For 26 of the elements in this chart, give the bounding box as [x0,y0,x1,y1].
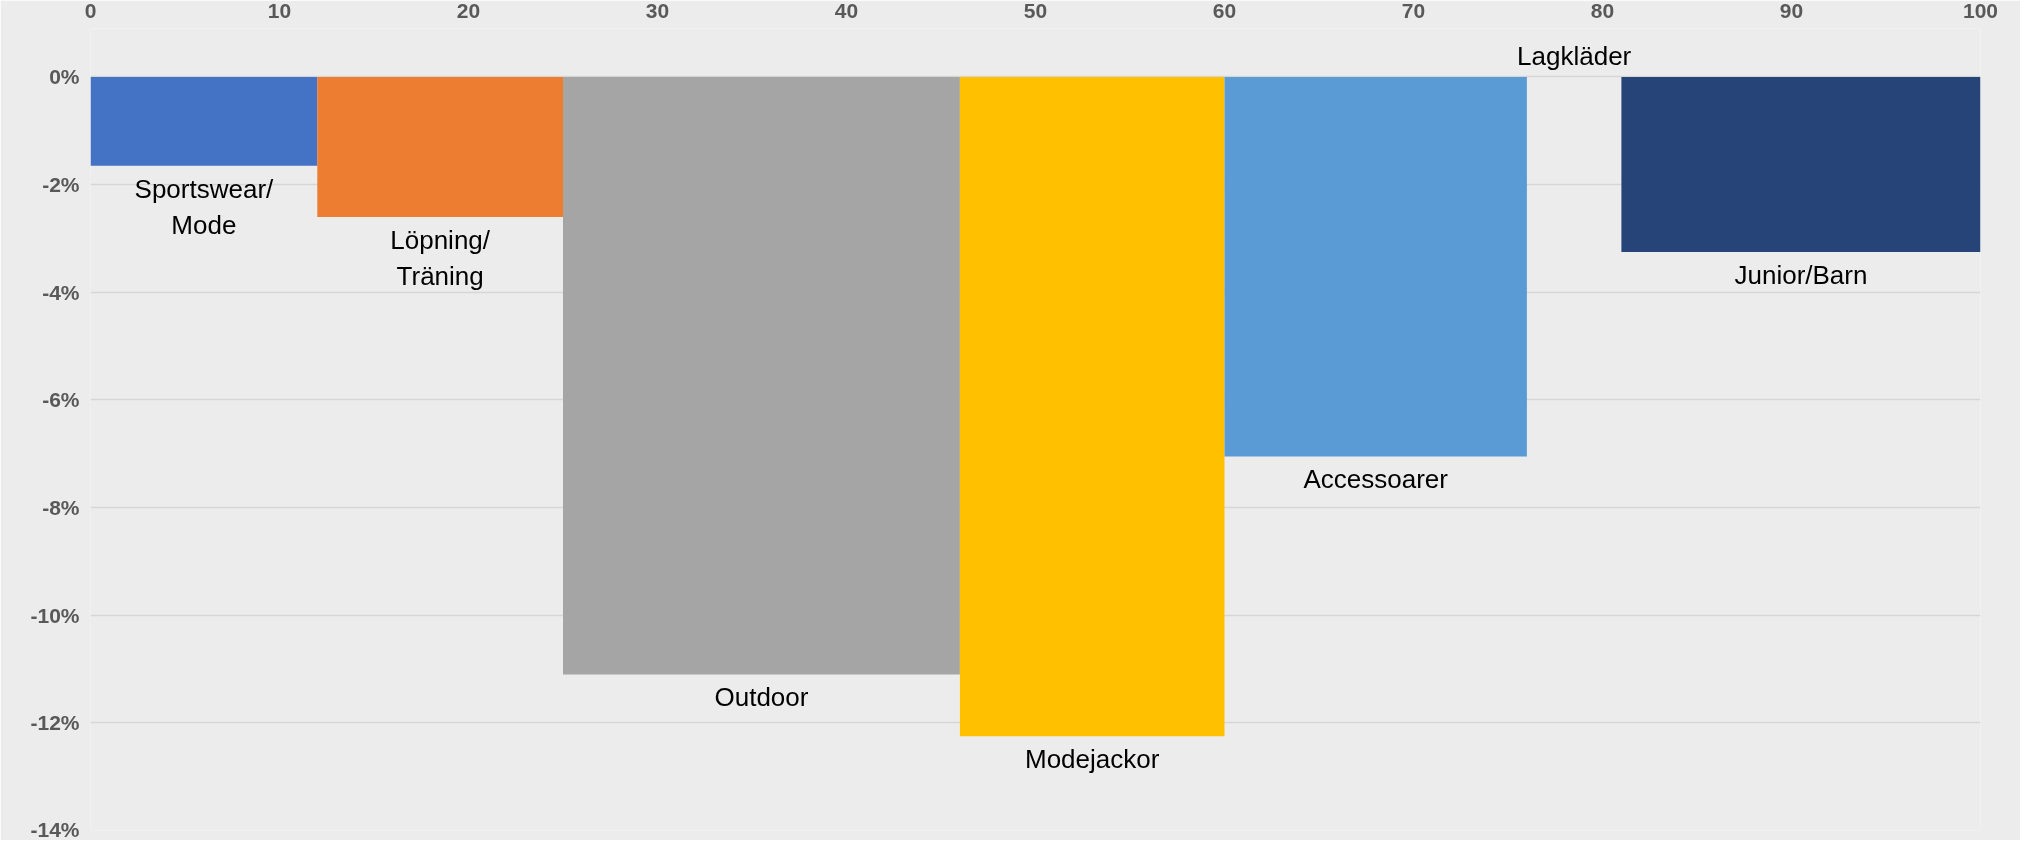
annotation: Sportswear/ Mode [134,173,275,240]
x-tick-label: 0 [84,0,97,22]
annotation: Outdoor [714,682,809,713]
y-tick-label: -12% [30,711,80,735]
annotation: Lagkläder [1517,40,1632,71]
x-tick-label: 70 [1401,0,1426,22]
x-tick-label: 80 [1590,0,1615,22]
x-tick-label: 40 [834,0,859,22]
x-tick-label: 20 [456,0,481,22]
y-tick-label: 0% [49,65,80,89]
y-tick-label: -6% [42,388,80,412]
y-tick-label: -2% [42,173,80,197]
y-tick-label: -4% [42,280,80,304]
annotation: Accessoarer [1303,464,1449,495]
y-tick-label: -8% [42,496,80,520]
x-tick-label: 60 [1212,0,1237,22]
x-tick-label: 100 [1962,0,1999,22]
y-tick-label: -14% [30,817,80,841]
annotation: Junior/Barn [1734,259,1868,290]
x-tick-label: 30 [645,0,670,22]
x-tick-label: 90 [1779,0,1804,22]
annotation: Löpning/ Träning [390,224,491,291]
x-tick-label: 10 [267,0,292,22]
y-tick-label: -10% [30,603,80,627]
x-tick-label: 50 [1023,0,1048,22]
annotation: Modejackor [1025,744,1160,775]
